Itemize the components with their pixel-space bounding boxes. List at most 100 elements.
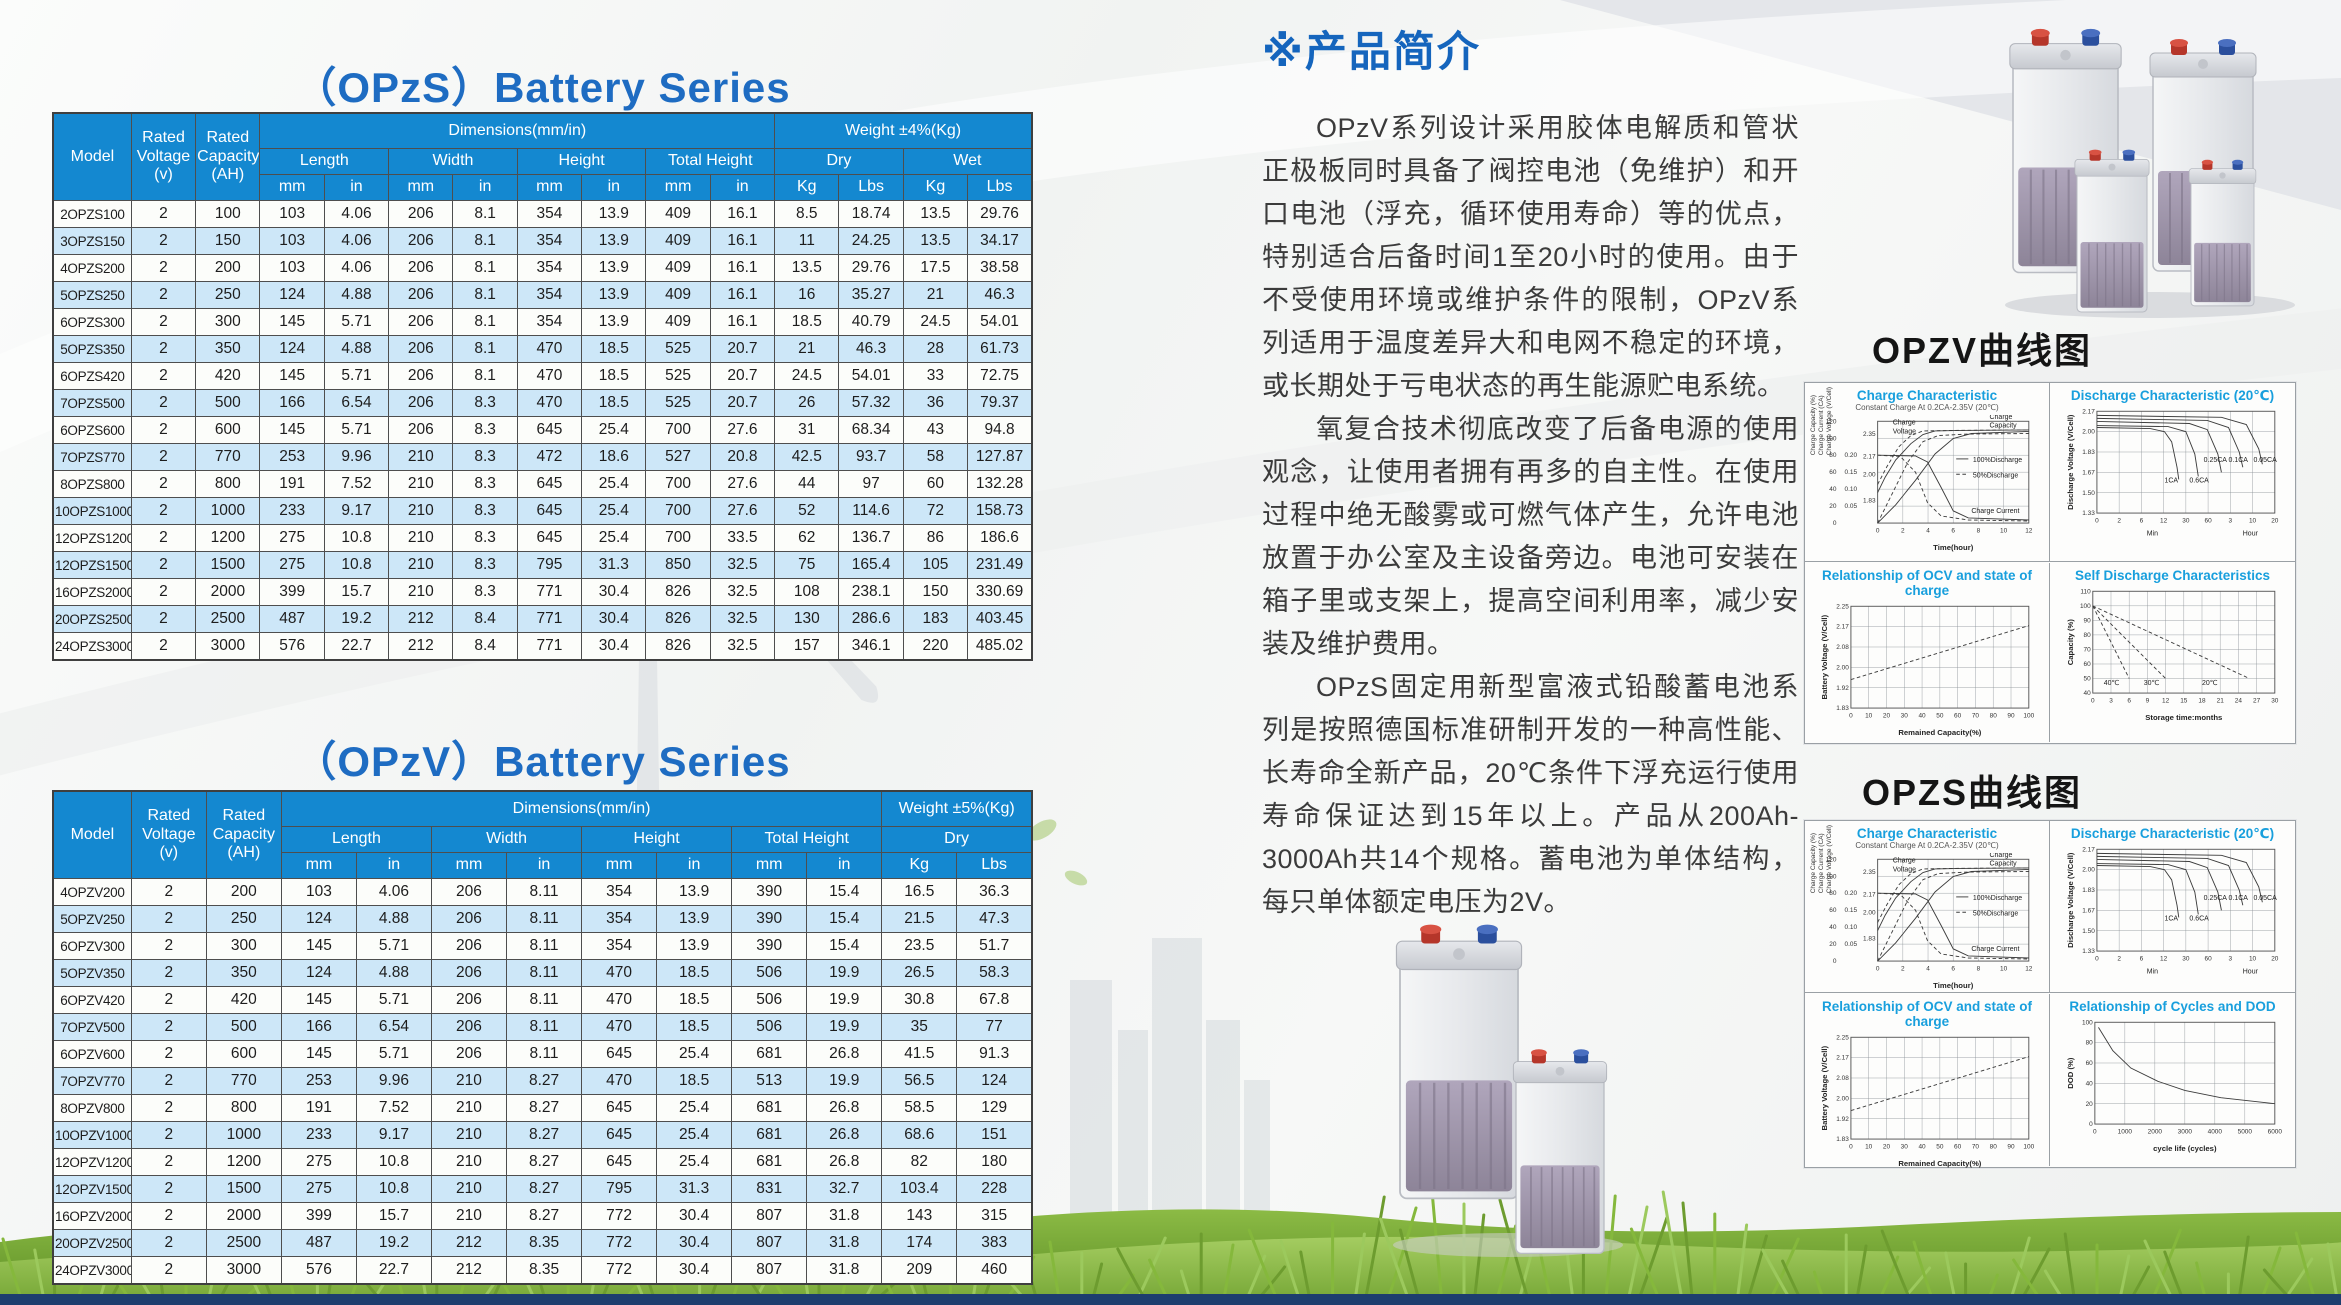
value-cell: 645	[581, 1121, 658, 1149]
grass-blade	[2143, 1239, 2176, 1304]
value-cell: 15.7	[323, 578, 390, 606]
value-cell: 8.3	[452, 524, 518, 552]
value-cell: 108	[774, 578, 840, 606]
value-cell: 506	[731, 959, 808, 987]
unit-in: in	[506, 852, 583, 879]
value-cell: 1000	[205, 1121, 282, 1149]
value-cell: 2	[130, 878, 207, 906]
svg-text:10: 10	[2000, 527, 2008, 534]
chart-series-ocv	[1850, 625, 2029, 681]
value-cell: 390	[731, 932, 808, 960]
value-cell: 206	[388, 200, 454, 228]
chart-plot: 0 2 4 6 8 10 120204060801001200.050.100.150.20…	[1826, 415, 2033, 552]
svg-text:60: 60	[1954, 712, 1962, 719]
svg-text:20: 20	[1829, 941, 1837, 948]
value-cell: 30.4	[581, 605, 647, 633]
footer-bar	[0, 1294, 2341, 1305]
value-cell: 210	[430, 1175, 508, 1203]
svg-text:0.10: 0.10	[1844, 924, 1857, 931]
value-cell: 3000	[195, 632, 261, 661]
value-cell: 470	[516, 389, 583, 417]
svg-text:50%Discharge: 50%Discharge	[1973, 910, 2019, 917]
value-cell: 220	[902, 632, 969, 661]
chart-series-1ca	[2096, 865, 2179, 918]
col-header-model: Model	[52, 790, 132, 879]
value-cell: 29.76	[967, 200, 1033, 228]
svg-text:70: 70	[1972, 712, 1980, 719]
value-cell: 2	[130, 254, 197, 282]
value-cell: 576	[280, 1256, 357, 1285]
value-cell: 250	[205, 905, 282, 933]
svg-text:70: 70	[2083, 647, 2091, 654]
chart-series-40c	[2091, 605, 2130, 679]
value-cell: 132.28	[967, 470, 1033, 498]
value-cell: 18.5	[656, 1067, 733, 1095]
chart-series-20c	[2092, 605, 2249, 679]
value-cell: 21.5	[881, 905, 958, 933]
col-header-model: Model	[52, 112, 132, 201]
table-row: 5OPZV250 2 250 124 4.88 206 8.11 354 13.9 390 15.4…	[52, 905, 1033, 933]
value-cell: 645	[581, 1094, 658, 1122]
col-header-dimensions: Dimensions(mm/in)	[259, 112, 776, 149]
model-cell: 24OPZS3000	[52, 632, 132, 661]
svg-text:100%Discharge: 100%Discharge	[1973, 895, 2022, 902]
value-cell: 31.8	[806, 1256, 883, 1285]
value-cell: 10.8	[355, 1148, 432, 1176]
value-cell: 2	[130, 389, 197, 417]
svg-text:40: 40	[1918, 712, 1926, 719]
value-cell: 354	[516, 254, 583, 282]
svg-text:30: 30	[2182, 955, 2190, 962]
value-cell: 826	[645, 605, 711, 633]
table-row: 7OPZS770 2 770 253 9.96 210 8.3 472 18.6 527 20.8 4…	[52, 443, 1033, 471]
svg-text:1.83: 1.83	[1836, 705, 1849, 712]
table-row: 3OPZS150 2 150 103 4.06 206 8.1 354 13.9 409 16.1 1…	[52, 227, 1033, 255]
value-cell: 9.96	[355, 1067, 432, 1095]
table-row: 4OPZV200 2 200 103 4.06 206 8.11 354 13.9 390 15.4…	[52, 878, 1033, 906]
value-cell: 2	[130, 932, 207, 960]
value-cell: 8.3	[452, 497, 518, 525]
model-cell: 6OPZS600	[52, 416, 132, 444]
chart-series-charge-current-50-	[1877, 892, 2029, 960]
svg-text:60: 60	[2204, 517, 2212, 524]
value-cell: 18.5	[656, 1013, 733, 1041]
value-cell: 8.3	[452, 470, 518, 498]
value-cell: 8.27	[506, 1148, 583, 1176]
value-cell: 4.06	[323, 227, 390, 255]
value-cell: 21	[902, 281, 969, 309]
value-cell: 26.8	[806, 1040, 883, 1068]
value-cell: 15.4	[806, 878, 883, 906]
value-cell: 2000	[195, 578, 261, 606]
svg-text:6: 6	[1951, 527, 1955, 534]
value-cell: 24.5	[902, 308, 969, 336]
value-cell: 5.71	[355, 1040, 432, 1068]
value-cell: 27.6	[709, 416, 776, 444]
value-cell: 210	[430, 1148, 508, 1176]
value-cell: 8.35	[506, 1229, 583, 1257]
value-cell: 91.3	[956, 1040, 1033, 1068]
table-row: 6OPZV600 2 600 145 5.71 206 8.11 645 25.4 681 26.8…	[52, 1040, 1033, 1068]
value-cell: 350	[205, 959, 282, 987]
value-cell: 470	[581, 986, 658, 1014]
value-cell: 15.7	[355, 1202, 432, 1230]
svg-text:1CA: 1CA	[2164, 478, 2178, 485]
value-cell: 409	[645, 227, 711, 255]
mini-chart-opzs-charge: Charge Capacity (%) Charge Current (CA) Ch…	[1805, 821, 2050, 993]
value-cell: 61.73	[967, 335, 1033, 363]
value-cell: 7.52	[323, 470, 390, 498]
value-cell: 2	[130, 1094, 207, 1122]
svg-text:60: 60	[2204, 955, 2212, 962]
svg-text:30: 30	[1901, 712, 1909, 719]
chart-series-charge-capacity-100-	[1877, 430, 2029, 524]
value-cell: 2	[130, 1229, 207, 1257]
value-cell: 233	[259, 497, 325, 525]
value-cell: 3000	[205, 1256, 282, 1285]
table-row: 20OPZV2500 2 2500 487 19.2 212 8.35 772 30.4 807 3…	[52, 1229, 1033, 1257]
value-cell: 485.02	[967, 632, 1033, 661]
svg-text:2.17: 2.17	[2082, 408, 2095, 415]
chart-series-0-1ca	[2096, 417, 2243, 468]
value-cell: 315	[956, 1202, 1033, 1230]
value-cell: 68.6	[881, 1121, 958, 1149]
svg-text:Hour: Hour	[2242, 968, 2258, 975]
mini-chart-opzs-ocv: Relationship of OCV and state of charge 0…	[1805, 994, 2050, 1168]
value-cell: 72.75	[967, 362, 1033, 390]
